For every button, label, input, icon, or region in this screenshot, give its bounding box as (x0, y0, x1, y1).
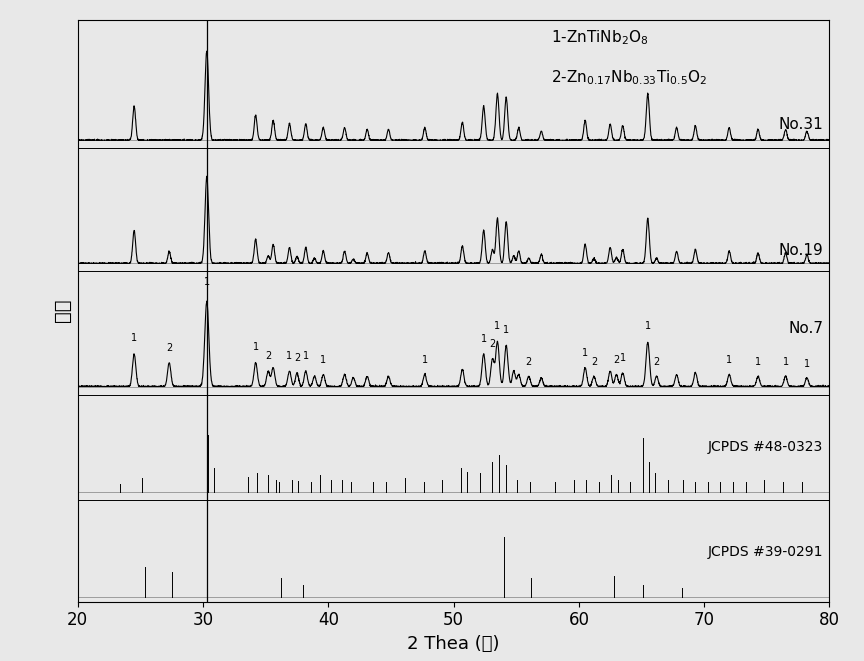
Text: 2: 2 (166, 344, 172, 354)
Text: 1: 1 (804, 359, 810, 369)
Text: 1: 1 (302, 350, 308, 361)
Text: 1: 1 (582, 348, 588, 358)
Y-axis label: 强度: 强度 (54, 299, 73, 323)
Text: 1-ZnTiNb$_2$O$_8$: 1-ZnTiNb$_2$O$_8$ (551, 28, 649, 47)
Text: 1: 1 (321, 355, 327, 365)
Text: 1: 1 (131, 332, 137, 343)
Text: 2: 2 (265, 350, 271, 361)
Text: JCPDS #48-0323: JCPDS #48-0323 (708, 440, 823, 454)
Text: 1: 1 (503, 325, 509, 334)
Text: 2: 2 (653, 357, 660, 367)
X-axis label: 2 Thea (度): 2 Thea (度) (407, 635, 500, 653)
Text: No.19: No.19 (778, 243, 823, 258)
Text: 1: 1 (755, 357, 761, 367)
Text: 1: 1 (494, 321, 500, 331)
Text: 1: 1 (619, 354, 626, 364)
Text: 1: 1 (287, 350, 293, 361)
Text: 1: 1 (783, 357, 789, 367)
Text: 1: 1 (252, 342, 258, 352)
Text: No.31: No.31 (778, 117, 823, 132)
Text: 1: 1 (204, 276, 210, 287)
Text: 2: 2 (294, 354, 300, 364)
Text: 1: 1 (422, 355, 428, 365)
Text: 2: 2 (591, 357, 597, 367)
Text: 1: 1 (480, 334, 486, 344)
Text: 2: 2 (525, 357, 532, 367)
Text: 2: 2 (613, 355, 619, 365)
Text: 2: 2 (489, 339, 496, 349)
Text: No.7: No.7 (788, 321, 823, 336)
Text: JCPDS #39-0291: JCPDS #39-0291 (708, 545, 823, 559)
Text: 1: 1 (645, 321, 651, 331)
Text: 2-Zn$_{0.17}$Nb$_{0.33}$Ti$_{0.5}$O$_2$: 2-Zn$_{0.17}$Nb$_{0.33}$Ti$_{0.5}$O$_2$ (551, 68, 708, 87)
Text: 1: 1 (726, 355, 733, 365)
